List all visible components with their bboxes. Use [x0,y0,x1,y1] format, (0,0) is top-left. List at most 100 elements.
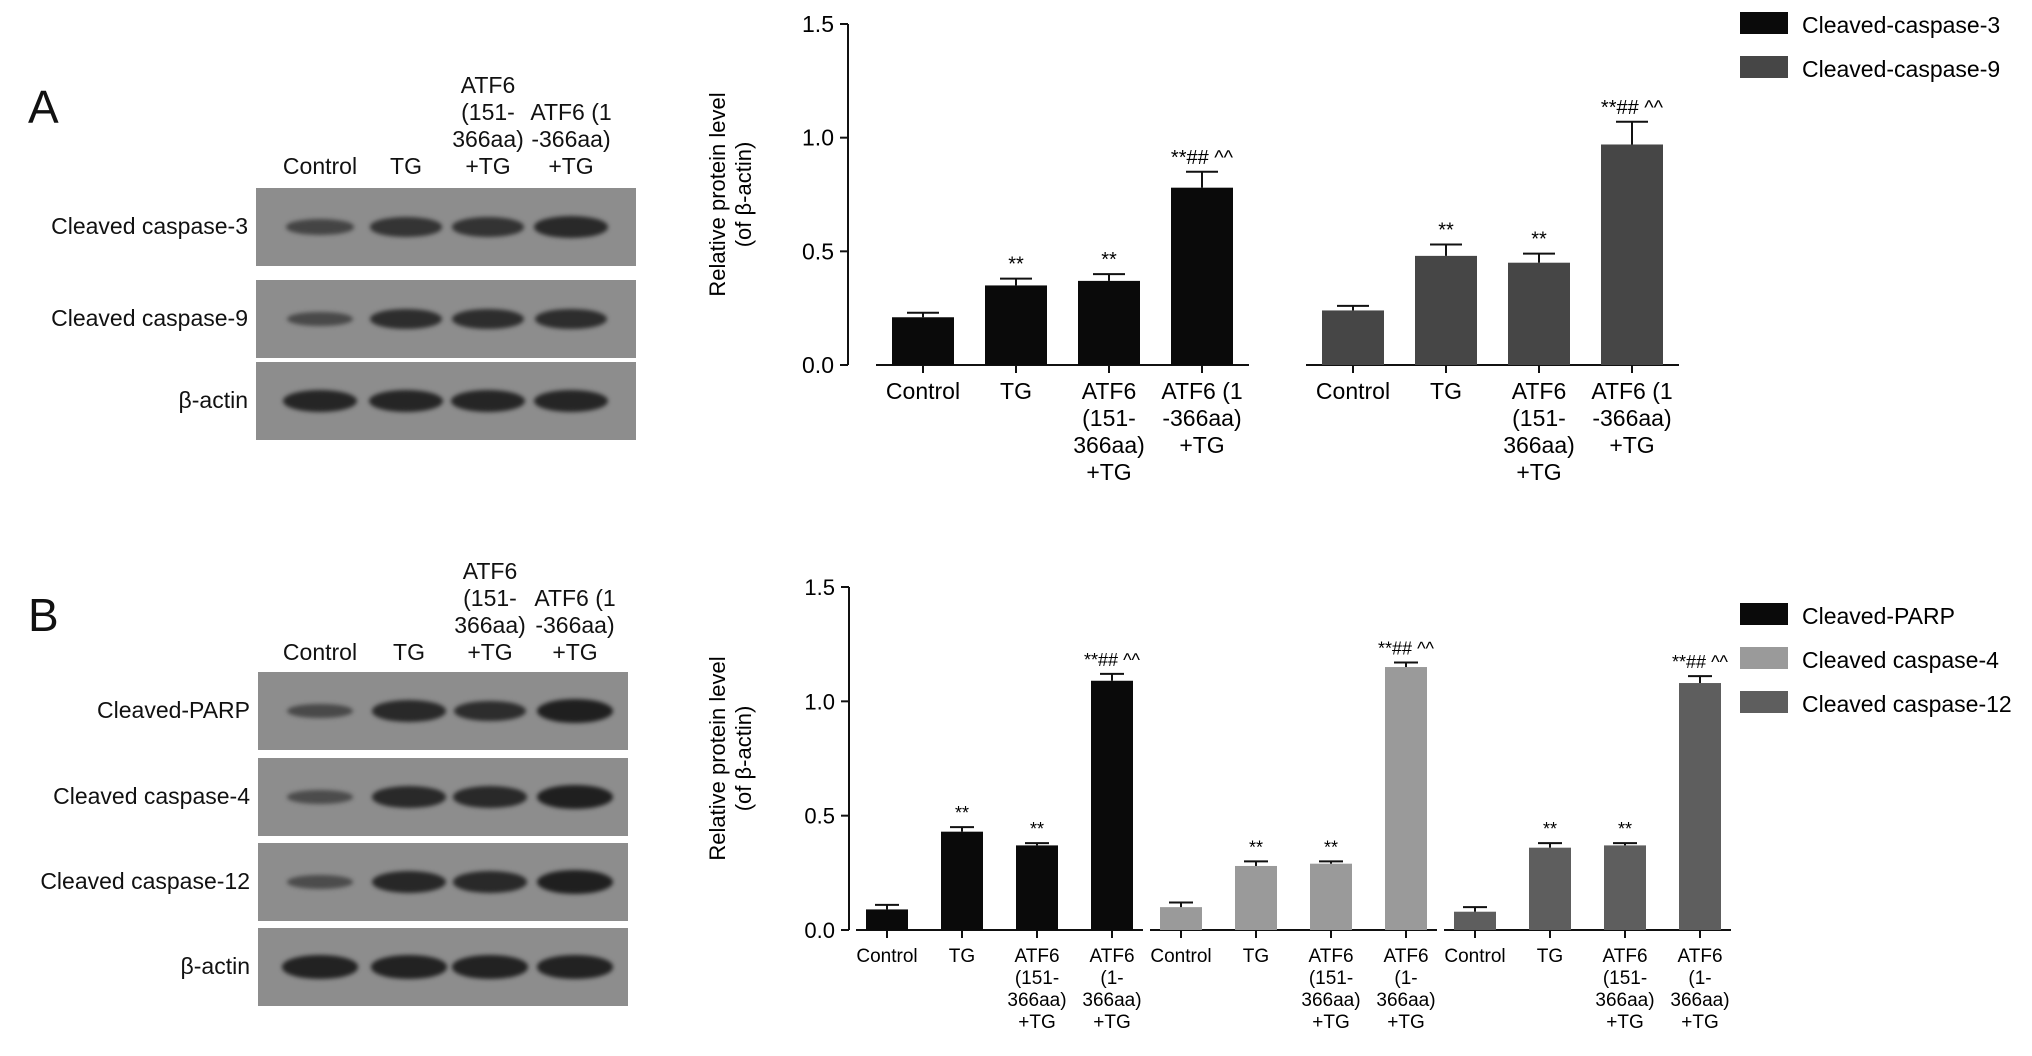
x-tick-label-line: -366aa) [1162,405,1241,431]
bar [1508,262,1570,365]
blot-strip [256,280,636,358]
x-tick-label-line: +TG [1018,1012,1055,1033]
significance-label: ** [1324,837,1338,857]
blot-row-label: β-actin [178,387,248,413]
lane-header-line: ATF6 [462,558,518,584]
lane-header-line: +TG [465,153,511,179]
lane-header-line: +TG [552,639,598,665]
panel-letter-b: B [28,589,59,641]
bar [1604,845,1646,930]
x-tick-label-line: 366aa) [1670,990,1729,1011]
x-tick-label: Control [856,946,917,967]
legend-swatch [1740,12,1788,34]
blot-strip [256,188,636,266]
blot-band [537,955,613,979]
x-tick-label-line: (151- [1603,968,1647,989]
lane-header-line: +TG [548,153,594,179]
blot-band [372,700,446,722]
x-tick-label-line: +TG [1606,1012,1643,1033]
x-tick-label-line: Control [1150,946,1211,967]
legend-label: Cleaved caspase-12 [1802,691,2012,717]
lane-header: TG [390,153,422,180]
bar [1016,845,1058,930]
legend-swatch [1740,603,1788,625]
blot-band [282,955,358,979]
bar [1310,863,1352,930]
x-tick-label-line: ATF6 [1089,946,1134,967]
lane-header-line: ATF6 (1 [534,585,616,611]
x-tick-label-line: +TG [1387,1012,1424,1033]
x-tick-label: ATF6 (1-366aa) +TG [1376,946,1435,1033]
bar [1415,255,1477,365]
x-tick-label-line: (1- [1394,968,1417,989]
legend-swatch [1740,691,1788,713]
y-axis-label-line: (of β-actin) [731,142,756,248]
lane-header-line: 366aa) [454,612,526,638]
blot-band [452,217,524,237]
x-tick-label-line: 366aa) [1503,432,1575,458]
x-tick-label-line: ATF6 [1383,946,1428,967]
lane-header-line: TG [390,153,422,179]
x-tick-label: ATF6 (151-366aa) +TG [1301,946,1360,1033]
x-tick-label: Control [886,378,960,404]
blot-band [370,217,442,237]
x-tick-label-line: +TG [1681,1012,1718,1033]
blot-strip [258,672,628,750]
x-tick-label-line: TG [949,946,975,967]
x-tick-label-line: ATF6 (1 [1591,378,1672,404]
x-tick-label-line: 366aa) [1595,990,1654,1011]
bar [1529,847,1571,930]
blot-band [369,308,443,330]
x-tick-label-line: +TG [1086,459,1131,485]
x-tick-label: ATF6 (1-366aa) +TG [1670,946,1729,1033]
blot-band [452,955,528,979]
x-tick-label: TG [1430,378,1462,404]
lane-header-line: ATF6 [460,72,516,98]
y-axis-label-line: Relative protein level [705,92,730,296]
bar [1385,667,1427,930]
x-tick-label-line: (1- [1688,968,1711,989]
y-tick-label: 1.5 [802,11,834,37]
x-tick-label: ATF6 (151-366aa) +TG [1503,378,1575,485]
x-tick-label-line: (1- [1100,968,1123,989]
y-tick-label: 1.0 [804,689,835,714]
y-axis-label-line: Relative protein level [705,656,730,860]
blot-band [453,871,527,893]
blot-band [451,308,525,330]
lane-header-line: 366aa) [452,126,524,152]
y-axis-label-line: (of β-actin) [731,706,756,812]
x-tick-label-line: +TG [1609,432,1654,458]
x-tick-label-line: +TG [1516,459,1561,485]
blot-band [450,389,526,413]
significance-label: **## ^^ [1084,650,1140,670]
significance-label: **## ^^ [1601,97,1664,119]
y-tick-label: 0.5 [802,238,834,264]
y-tick-label: 0.0 [802,352,834,378]
bar-chart-b: 0.0 0.5 1.0 1.5 Relative protein level(of β-… [705,575,2012,1033]
blot-band [537,785,613,809]
x-tick-label: ATF6 (151-366aa) +TG [1007,946,1066,1033]
lane-header-line: (151- [461,99,515,125]
legend-label: Cleaved caspase-4 [1802,647,1999,673]
bar [1454,911,1496,930]
x-tick-label-line: +TG [1179,432,1224,458]
y-tick-label: 0.0 [804,918,835,943]
x-tick-label: Control [1316,378,1390,404]
blot-band [286,703,354,719]
blot-row-label: Cleaved-PARP [97,697,250,723]
lane-header-line: +TG [467,639,513,665]
bar [1679,683,1721,930]
significance-label: **## ^^ [1378,638,1434,658]
blot-strip [258,928,628,1006]
bar [1078,280,1140,365]
y-axis-label: Relative protein level(of β-actin) [705,656,756,860]
y-axis-label: Relative protein level(of β-actin) [705,92,756,296]
significance-label: ** [955,803,969,823]
x-tick-label-line: Control [856,946,917,967]
lane-header: ATF6 (1 -366aa) +TG [534,585,615,666]
bar [1322,310,1384,365]
lane-header: ATF6 (1 -366aa) +TG [530,99,611,180]
x-tick-label-line: TG [1000,378,1032,404]
x-tick-label-line: +TG [1093,1012,1130,1033]
legend-swatch [1740,647,1788,669]
